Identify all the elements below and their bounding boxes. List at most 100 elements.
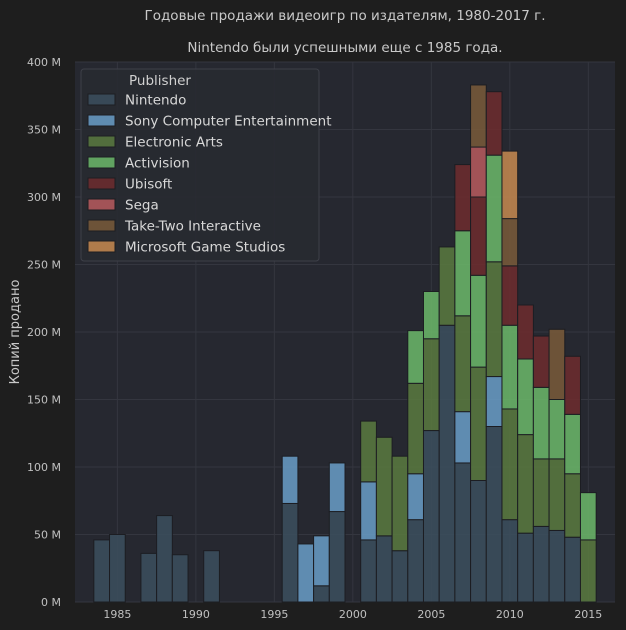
x-axis-ticks: 1985 1990 1995 2000 2005 2010 2015: [103, 608, 602, 621]
bar-segment: [485, 426, 503, 603]
legend-swatch: [87, 240, 116, 253]
y-tick-label: 150 M: [27, 394, 61, 407]
bar-segment: [454, 230, 472, 317]
chart-subtitle: Nintendo были успешными еще с 1985 года.: [187, 40, 503, 56]
bar-segment: [407, 330, 424, 384]
legend-label: Sega: [125, 198, 159, 214]
bar-segment: [375, 535, 393, 603]
bar-segment: [375, 436, 393, 537]
bar-segment: [313, 585, 330, 603]
legend-label: Ubisoft: [125, 177, 172, 193]
bar-segment: [501, 218, 519, 267]
bar-segment: [281, 455, 299, 504]
bar-segment: [501, 519, 519, 603]
bar-segment: [485, 154, 503, 263]
bar-segment: [485, 91, 503, 156]
y-tick-label: 50 M: [34, 529, 61, 542]
bar-segment: [517, 434, 534, 534]
legend-label: Sony Computer Entertainment: [125, 114, 331, 130]
legend-swatch: [87, 198, 116, 211]
y-axis-ticks: 0 M 50 M 100 M 150 M 200 M 250 M 300 M 350 M 400…: [27, 56, 61, 609]
bar-segment: [470, 84, 487, 148]
bar-segment: [517, 532, 534, 603]
bar-segment: [532, 335, 550, 388]
bar-segment: [171, 554, 189, 603]
bar-segment: [548, 529, 566, 603]
bar-segment: [328, 511, 346, 603]
bar-segment: [485, 261, 503, 378]
legend-swatch: [87, 177, 116, 190]
bar-segment: [548, 328, 566, 400]
bar-segment: [109, 534, 126, 603]
bar-segment: [501, 265, 519, 326]
bar-segment: [470, 480, 487, 603]
bar-segment: [485, 376, 503, 427]
bar-segment: [517, 358, 534, 436]
x-tick-label: 2000: [339, 608, 367, 621]
x-tick-label: 2010: [496, 608, 524, 621]
bar-segment: [501, 324, 519, 410]
y-tick-label: 350 M: [27, 124, 61, 137]
bar-segment: [532, 458, 550, 527]
y-tick-label: 200 M: [27, 326, 61, 339]
bar-segment: [391, 550, 409, 603]
bar-segment: [360, 481, 377, 541]
bar-segment: [548, 399, 566, 460]
y-tick-label: 100 M: [27, 461, 61, 474]
bar-segment: [454, 164, 472, 232]
bar-segment: [422, 430, 440, 603]
bars: [93, 84, 597, 603]
y-tick-label: 0 M: [41, 596, 61, 609]
legend-title: Publisher: [129, 73, 191, 89]
legend-label: Microsoft Game Studios: [125, 240, 285, 256]
bar-segment: [328, 462, 346, 513]
bar-segment: [564, 355, 581, 415]
bar-segment: [501, 150, 519, 220]
x-tick-label: 1995: [260, 608, 288, 621]
bar-segment: [140, 552, 158, 603]
y-tick-label: 400 M: [27, 56, 61, 69]
bar-segment: [564, 413, 581, 475]
bar-segment: [438, 246, 456, 326]
bar-segment: [281, 502, 299, 603]
bar-segment: [470, 274, 487, 368]
bar-segment: [203, 550, 220, 603]
chart-title: Годовые продажи видеоигр по издателям, 1…: [144, 8, 546, 24]
x-tick-label: 1985: [103, 608, 131, 621]
y-tick-label: 250 M: [27, 259, 61, 272]
legend-swatch: [87, 156, 116, 169]
bar-segment: [579, 539, 597, 603]
bar-segment: [517, 304, 534, 360]
bar-segment: [470, 196, 487, 276]
legend-swatch: [87, 219, 116, 232]
bar-segment: [360, 539, 377, 603]
legend-swatch: [87, 114, 116, 127]
bar-segment: [564, 536, 581, 603]
bar-segment: [407, 382, 424, 475]
bar-segment: [564, 473, 581, 538]
bar-segment: [391, 455, 409, 552]
bar-segment: [313, 535, 330, 587]
legend-label: Nintendo: [125, 93, 186, 109]
bar-segment: [470, 146, 487, 198]
bar-segment: [470, 366, 487, 482]
legend-label: Activision: [125, 156, 190, 172]
bar-segment: [579, 492, 597, 541]
bar-segment: [501, 408, 519, 521]
legend: Publisher Nintendo Sony Computer Entertain…: [80, 68, 331, 262]
x-tick-label: 2015: [574, 608, 602, 621]
bar-segment: [93, 539, 111, 603]
bar-segment: [297, 543, 315, 603]
legend-box: [80, 68, 320, 262]
x-tick-label: 1990: [182, 608, 210, 621]
bar-segment: [156, 515, 173, 603]
bar-segment: [454, 315, 472, 413]
bar-segment: [548, 458, 566, 531]
bar-segment: [422, 291, 440, 340]
bar-segment: [532, 525, 550, 603]
legend-swatch: [87, 93, 116, 106]
x-tick-label: 2005: [417, 608, 445, 621]
y-axis-label: Копий продано: [8, 280, 23, 385]
bar-segment: [438, 324, 456, 603]
